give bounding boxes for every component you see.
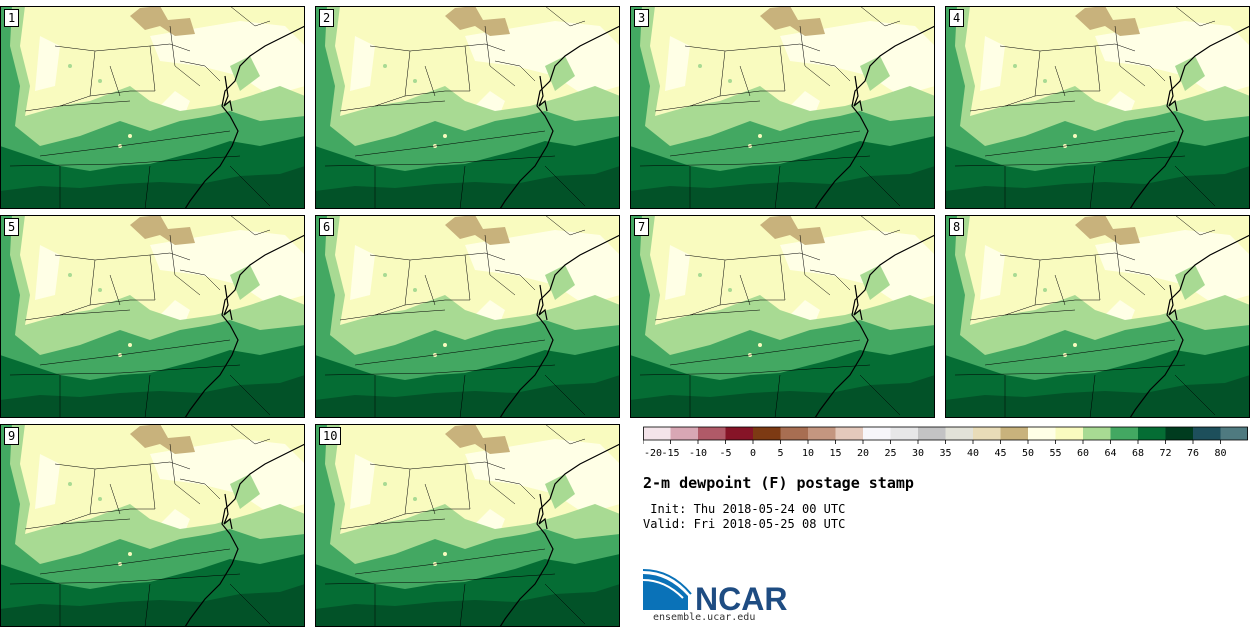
colorbar-tick-label: 80 [1214,448,1226,459]
valid-label: Valid: [643,517,687,531]
colorbar-tick-label: -15 [661,448,679,459]
dewpoint-map [0,6,305,209]
colorbar-swatch [1193,427,1221,440]
member-label: 6 [319,218,335,236]
member-panel-8: 8 [945,215,1250,418]
colorbar-tick-label: 40 [967,448,979,459]
colorbar-tick-label: 35 [939,448,951,459]
valid-time: Fri 2018-05-25 08 UTC [693,517,846,531]
colorbar-tick-label: 25 [884,448,896,459]
colorbar-swatch [1220,427,1248,440]
dewpoint-map [315,215,620,418]
member-label: 4 [949,9,965,27]
colorbar-swatch [835,427,864,440]
member-panel-9: 9 [0,424,305,627]
member-panel-3: 3 [630,6,935,209]
colorbar-swatch [1055,427,1084,440]
colorbar-tick-label: 50 [1022,448,1034,459]
colorbar-swatch [918,427,946,440]
colorbar-swatch [808,427,836,440]
colorbar-swatch [1028,427,1056,440]
colorbar-swatch [725,427,754,440]
member-label: 5 [4,218,20,236]
colorbar-swatch [1083,427,1111,440]
member-label: 3 [634,9,650,27]
colorbar-tick-label: 60 [1077,448,1089,459]
ncar-logo: NCAR [643,569,787,617]
colorbar-swatch [863,427,891,440]
colorbar-swatch [1138,427,1166,440]
colorbar-swatch [670,427,699,440]
colorbar-tick-label: 68 [1132,448,1144,459]
dewpoint-map [945,215,1250,418]
colorbar-swatch [780,427,809,440]
dewpoint-map [945,6,1250,209]
colorbar-tick-label: 72 [1159,448,1171,459]
dewpoint-map [315,6,620,209]
member-label: 1 [4,9,20,27]
dewpoint-map [0,424,305,627]
init-label: Init: [650,502,687,516]
colorbar-tick-label: -20 [644,448,662,459]
colorbar-swatch [1165,427,1194,440]
colorbar-swatch [753,427,781,440]
colorbar-tick-label: 45 [994,448,1006,459]
colorbar-tick-label: 76 [1187,448,1199,459]
colorbar-swatch [973,427,1001,440]
dewpoint-map [630,6,935,209]
logo-wordmark: NCAR [695,581,787,617]
member-panel-10: 10 [315,424,620,627]
colorbar-swatch [643,427,671,440]
colorbar-tick-label: 30 [912,448,924,459]
dewpoint-map [630,215,935,418]
member-panel-6: 6 [315,215,620,418]
member-panel-1: 1 [0,6,305,209]
colorbar-swatch [890,427,919,440]
colorbar-tick-label: 64 [1104,448,1116,459]
site-url: ensemble.ucar.edu [653,612,756,623]
member-label: 2 [319,9,335,27]
member-label: 9 [4,427,20,445]
colorbar-swatch [1000,427,1029,440]
dewpoint-map [0,215,305,418]
colorbar-tick-label: 10 [802,448,814,459]
colorbar-tick-label: 55 [1049,448,1061,459]
colorbar-swatch [945,427,974,440]
member-panel-4: 4 [945,6,1250,209]
member-panel-7: 7 [630,215,935,418]
member-label: 7 [634,218,650,236]
colorbar: -20 -15 -10 -5 0 5 10 15 20 25 30 35 40 45 50 55 60 64 68 7… [643,426,1248,459]
colorbar-tick-label: 15 [829,448,841,459]
init-time-line: Init: Thu 2018-05-24 00 UTC [643,502,845,516]
member-label: 10 [319,427,342,445]
member-panel-2: 2 [315,6,620,209]
colorbar-swatch [1110,427,1139,440]
colorbar-tick-label: 20 [857,448,869,459]
page-title: 2-m dewpoint (F) postage stamp [643,474,914,492]
init-time: Thu 2018-05-24 00 UTC [693,502,846,516]
colorbar-swatch [698,427,726,440]
member-label: 8 [949,218,965,236]
colorbar-tick-label: -5 [719,448,731,459]
colorbar-tick-label: 0 [750,448,756,459]
member-panel-5: 5 [0,215,305,418]
colorbar-tick-label: -10 [689,448,707,459]
dewpoint-map [315,424,620,627]
valid-time-line: Valid: Fri 2018-05-25 08 UTC [643,517,845,531]
colorbar-tick-label: 5 [777,448,783,459]
